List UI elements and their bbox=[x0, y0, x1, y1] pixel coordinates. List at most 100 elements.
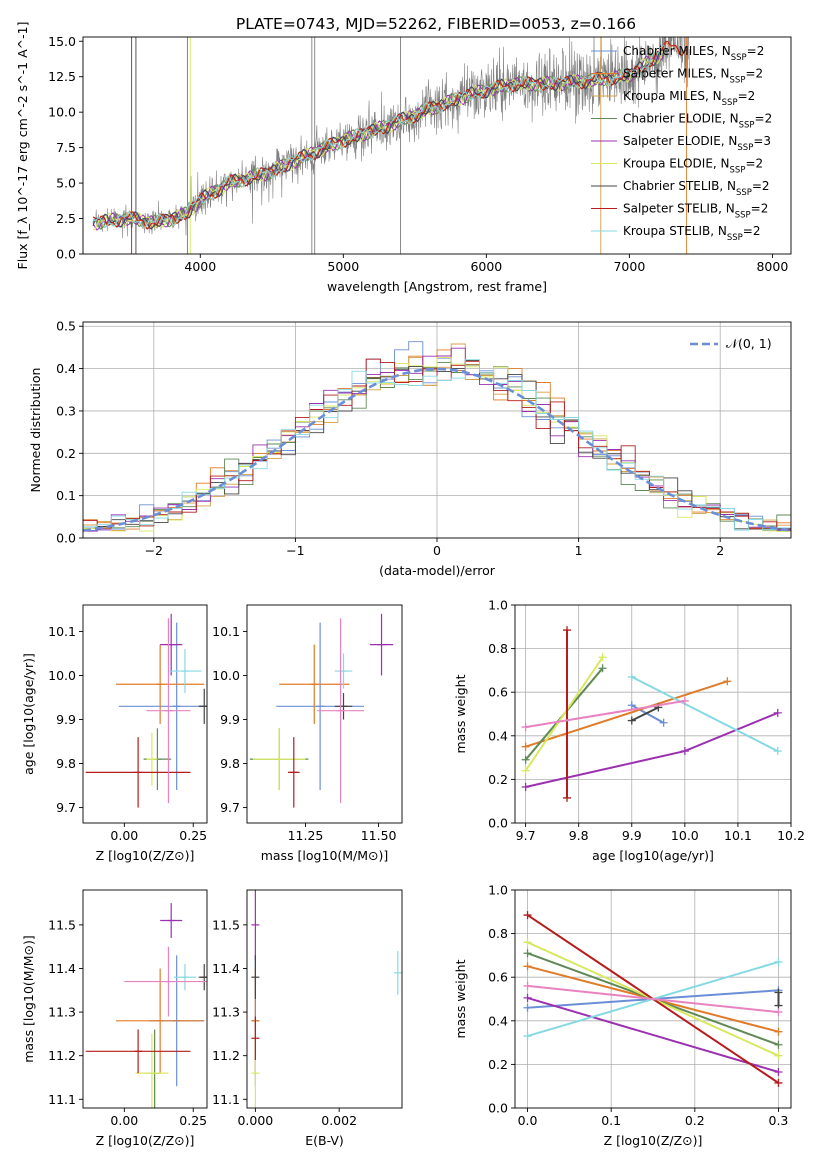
series-marker bbox=[774, 957, 783, 966]
x-tick-label: 4000 bbox=[184, 259, 216, 274]
series-marker bbox=[521, 742, 530, 751]
y-axis-label: Flux [f_λ 10^-17 erg cm^-2 s^-1 A^-1] bbox=[15, 22, 30, 270]
y-axis-label: mass [log10(M/M⊙)] bbox=[21, 935, 36, 1063]
y-tick-label: 0.5 bbox=[56, 319, 76, 334]
y-tick-label: 11.2 bbox=[212, 1048, 240, 1063]
x-tick-label: 11.25 bbox=[288, 828, 324, 843]
y-tick-label: 5.0 bbox=[56, 176, 76, 191]
series-marker bbox=[773, 747, 782, 756]
series-marker bbox=[723, 677, 732, 686]
axes-frame-z-mass bbox=[82, 889, 208, 1109]
axes-frame-z-age bbox=[82, 604, 208, 824]
plot-area-age-weight bbox=[515, 605, 791, 823]
legend-label: Salpeter MILES, NSSP=2 bbox=[623, 67, 763, 86]
legend-label: Chabrier ELODIE, NSSP=2 bbox=[623, 112, 772, 131]
model-line-se bbox=[92, 54, 665, 231]
y-tick-label: 10.1 bbox=[48, 624, 76, 639]
panel-residual-hist: −2 −1 0 1 2 0.0 0.1 0.2 0.3 0.4 0.5 (data-model)/er… bbox=[28, 319, 792, 578]
series-marker bbox=[680, 696, 689, 705]
plot-area-spectrum bbox=[92, 37, 690, 254]
series-marker bbox=[523, 993, 532, 1002]
series-line-sm bbox=[525, 680, 728, 748]
x-axis-label: wavelength [Angstrom, rest frame] bbox=[327, 279, 547, 294]
series-line-se bbox=[527, 996, 779, 1073]
panel-spectrum: 4000 5000 6000 7000 8000 0.0 2.5 5.0 7.5 10.0 12.5… bbox=[15, 22, 792, 294]
x-tick-label: 10.0 bbox=[671, 828, 699, 843]
series-marker bbox=[774, 1040, 783, 1049]
x-tick-label: 6000 bbox=[470, 259, 502, 274]
x-tick-label: 9.9 bbox=[622, 828, 642, 843]
series-line-cs bbox=[631, 706, 659, 722]
y-tick-label: 2.5 bbox=[56, 211, 76, 226]
y-tick-label: 0.0 bbox=[56, 247, 76, 262]
series-marker bbox=[521, 766, 530, 775]
panel-z-age: 0.00 0.25 9.7 9.8 9.9 10.0 10.1 Z [log10(Z/Z⊙)]… bbox=[21, 604, 208, 863]
plot-area-z-weight bbox=[515, 890, 791, 1108]
x-tick-label: 8000 bbox=[756, 259, 788, 274]
x-tick-label: 0.002 bbox=[321, 1113, 357, 1128]
series-line-ks bbox=[631, 676, 779, 752]
x-tick-label: 0.2 bbox=[685, 1113, 705, 1128]
y-axis-label: age [log10(age/yr)] bbox=[21, 653, 36, 775]
model-line-ke bbox=[92, 49, 665, 231]
y-tick-label: 0.2 bbox=[56, 446, 76, 461]
y-tick-label: 11.1 bbox=[212, 1092, 240, 1107]
y-tick-label: 0.2 bbox=[488, 1057, 508, 1072]
observed-spectrum-line bbox=[95, 37, 690, 239]
x-tick-label: −1 bbox=[286, 543, 304, 558]
y-tick-label: 11.1 bbox=[48, 1092, 76, 1107]
x-tick-label: 5000 bbox=[327, 259, 359, 274]
y-tick-label: 0.4 bbox=[488, 728, 508, 743]
legend-label: Salpeter STELIB, NSSP=2 bbox=[623, 202, 768, 221]
plot-area-z-mass bbox=[85, 903, 207, 1108]
y-tick-label: 1.0 bbox=[488, 883, 508, 898]
y-tick-label: 0.1 bbox=[56, 488, 76, 503]
y-tick-label: 7.5 bbox=[56, 140, 76, 155]
y-tick-label: 9.7 bbox=[56, 800, 76, 815]
series-marker bbox=[521, 723, 530, 732]
plot-area-mass-age bbox=[249, 613, 394, 808]
model-line-ks bbox=[92, 44, 664, 229]
y-tick-label: 9.9 bbox=[220, 712, 240, 727]
series-line-pink bbox=[525, 699, 685, 729]
series-marker bbox=[523, 962, 532, 971]
y-tick-label: 10.0 bbox=[48, 105, 76, 120]
y-tick-label: 11.2 bbox=[48, 1048, 76, 1063]
x-tick-label: 0.0 bbox=[518, 1113, 538, 1128]
y-tick-label: 10.1 bbox=[212, 624, 240, 639]
axes-frame-z-weight bbox=[514, 889, 792, 1109]
legend-label: Kroupa ELODIE, NSSP=2 bbox=[623, 157, 763, 176]
series-marker bbox=[523, 981, 532, 990]
series-marker bbox=[627, 672, 636, 681]
series-marker bbox=[659, 718, 668, 727]
panel-age-weight: 9.7 9.8 9.9 10.0 10.1 10.2 0.0 0.2 0.4 0.6 0.8 1.0 a… bbox=[453, 598, 805, 864]
y-tick-label: 15.0 bbox=[48, 34, 76, 49]
series-marker bbox=[563, 626, 572, 635]
panel-ebv-mass: 0.000 0.002 11.1 11.2 11.3 11.4 11.5 E(B-V) bbox=[212, 889, 403, 1148]
x-tick-label: 11.50 bbox=[361, 828, 397, 843]
axes-frame-mass-age bbox=[246, 604, 403, 824]
y-tick-label: 0.3 bbox=[56, 403, 76, 418]
x-tick-label: 0.25 bbox=[179, 828, 207, 843]
x-axis-label: Z [log10(Z/Z⊙)] bbox=[604, 1133, 703, 1148]
x-tick-label: 1 bbox=[575, 543, 583, 558]
y-tick-label: 9.7 bbox=[220, 800, 240, 815]
y-tick-label: 9.8 bbox=[220, 756, 240, 771]
y-tick-label: 0.4 bbox=[488, 1013, 508, 1028]
series-marker bbox=[774, 988, 783, 997]
series-marker bbox=[598, 664, 607, 673]
series-marker bbox=[523, 1003, 532, 1012]
series-marker bbox=[521, 783, 530, 792]
y-axis-label: Normed distribution bbox=[28, 368, 43, 493]
series-marker bbox=[627, 701, 636, 710]
series-marker bbox=[627, 716, 636, 725]
x-tick-label: 10.2 bbox=[777, 828, 805, 843]
model-line-cs bbox=[92, 49, 664, 230]
x-axis-label: mass [log10(M/M⊙)] bbox=[261, 848, 389, 863]
y-tick-label: 0.0 bbox=[488, 1101, 508, 1116]
y-tick-label: 12.5 bbox=[48, 69, 76, 84]
x-tick-label: 0.3 bbox=[769, 1113, 789, 1128]
series-marker bbox=[774, 1051, 783, 1060]
y-tick-label: 10.0 bbox=[48, 668, 76, 683]
